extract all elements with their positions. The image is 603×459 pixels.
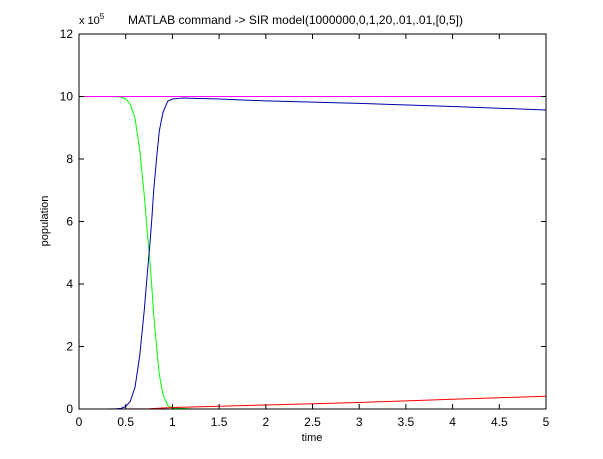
x-tick-label: 4.5 (491, 415, 508, 429)
x-tick-label: 0 (76, 415, 83, 429)
y-tick-label: 2 (66, 340, 73, 354)
x-axis-label: time (302, 432, 323, 444)
x-tick-label: 5 (543, 415, 550, 429)
series-layer (78, 96, 547, 410)
y-axis-label: population (39, 196, 51, 247)
series-line-2 (78, 97, 547, 410)
y-tick-label: 0 (66, 402, 73, 416)
x-tick-label: 1.5 (211, 415, 228, 429)
x-tick-label: 4 (449, 415, 456, 429)
y-tick-label: 4 (66, 277, 73, 291)
x-tick-label: 1 (169, 415, 176, 429)
x-tick-label: 0.5 (117, 415, 134, 429)
chart-title: MATLAB command -> SIR model(1000000,0,1,… (128, 13, 463, 27)
y-multiplier: x 105 (79, 12, 105, 27)
y-tick-label: 6 (66, 215, 73, 229)
y-tick-label: 12 (60, 27, 74, 41)
x-tick-label: 2 (262, 415, 269, 429)
x-tick-label: 3 (356, 415, 363, 429)
y-tick-label: 8 (66, 152, 73, 166)
x-tick-label: 2.5 (304, 415, 321, 429)
y-multiplier-base: x 10 (79, 15, 100, 27)
x-tick-label: 3.5 (398, 415, 415, 429)
y-tick-label: 10 (60, 90, 74, 104)
y-multiplier-exponent: 5 (100, 12, 105, 21)
tick-layer: 0 0.5 1 1.5 2 2.5 3 3.5 4 4.5 5 0 2 4 6 8 10 12 (60, 27, 550, 429)
axes-box (78, 33, 547, 410)
